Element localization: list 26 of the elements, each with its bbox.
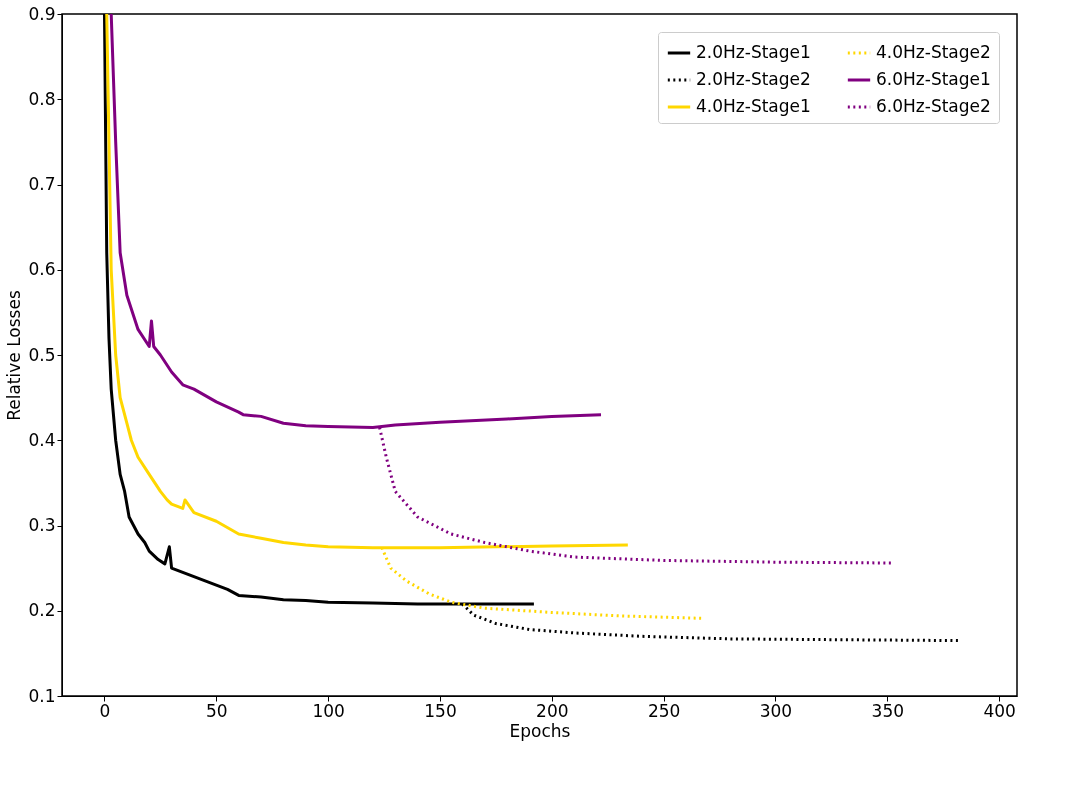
legend-label: 2.0Hz-Stage2 bbox=[696, 69, 811, 89]
y-tick-label: 0.2 bbox=[28, 600, 56, 621]
x-tick-label: 50 bbox=[206, 700, 228, 721]
y-tick-label: 0.7 bbox=[28, 174, 56, 194]
y-tick-label: 0.8 bbox=[28, 88, 56, 109]
y-tick-label: 0.6 bbox=[28, 259, 56, 280]
y-tick-label: 0.9 bbox=[28, 3, 56, 24]
y-tick-label: 0.4 bbox=[28, 429, 56, 450]
y-tick-label: 0.5 bbox=[28, 344, 56, 365]
x-tick-label: 400 bbox=[983, 700, 1016, 721]
x-tick-label: 0 bbox=[99, 700, 111, 721]
y-tick-label: 0.3 bbox=[28, 515, 56, 535]
legend-label: 2.0Hz-Stage1 bbox=[696, 42, 811, 62]
y-tick-label: 0.1 bbox=[28, 685, 56, 706]
x-tick-label: 150 bbox=[424, 700, 457, 721]
x-tick-label: 350 bbox=[871, 700, 905, 721]
legend-label: 4.0Hz-Stage2 bbox=[876, 42, 991, 62]
legend-label: 6.0Hz-Stage1 bbox=[876, 69, 991, 89]
x-axis-title: Epochs bbox=[509, 720, 571, 741]
x-tick-label: 100 bbox=[312, 700, 345, 721]
legend-label: 6.0Hz-Stage2 bbox=[876, 96, 991, 116]
x-tick-label: 250 bbox=[647, 700, 681, 721]
x-tick-label: 200 bbox=[536, 700, 569, 721]
legend-label: 4.0Hz-Stage1 bbox=[696, 96, 811, 116]
x-tick-label: 300 bbox=[759, 700, 793, 721]
y-axis-title: Relative Losses bbox=[4, 290, 25, 421]
